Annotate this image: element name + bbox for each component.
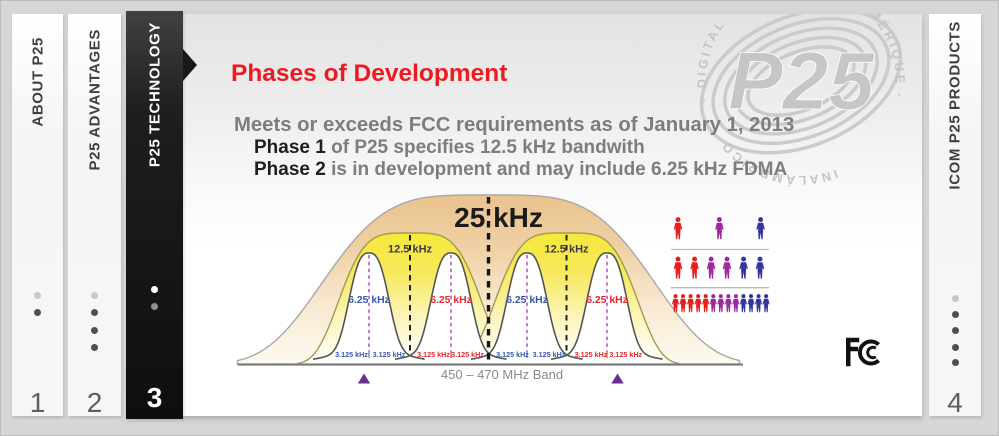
svg-text:6.25 kHz: 6.25 kHz <box>586 295 628 306</box>
svg-text:12.5 kHz: 12.5 kHz <box>544 244 589 256</box>
svg-text:3.125 kHz: 3.125 kHz <box>417 350 450 359</box>
svg-text:12.5 kHz: 12.5 kHz <box>388 244 433 256</box>
svg-text:25 kHz: 25 kHz <box>454 202 543 233</box>
svg-text:450 – 470 MHz Band: 450 – 470 MHz Band <box>441 367 563 382</box>
svg-text:3.125 kHz: 3.125 kHz <box>575 350 608 359</box>
svg-text:3.125 kHz: 3.125 kHz <box>373 350 406 359</box>
svg-text:P25: P25 <box>728 36 875 127</box>
svg-text:6.25 kHz: 6.25 kHz <box>348 295 390 306</box>
svg-text:6.25 kHz: 6.25 kHz <box>430 295 472 306</box>
svg-text:3.125 kHz: 3.125 kHz <box>533 350 566 359</box>
svg-text:3.125 kHz: 3.125 kHz <box>335 350 368 359</box>
svg-text:6.25 kHz: 6.25 kHz <box>506 295 548 306</box>
svg-text:3.125 kHz: 3.125 kHz <box>496 350 529 359</box>
svg-text:3.125 kHz: 3.125 kHz <box>609 350 642 359</box>
svg-text:3.125 kHz: 3.125 kHz <box>451 350 484 359</box>
